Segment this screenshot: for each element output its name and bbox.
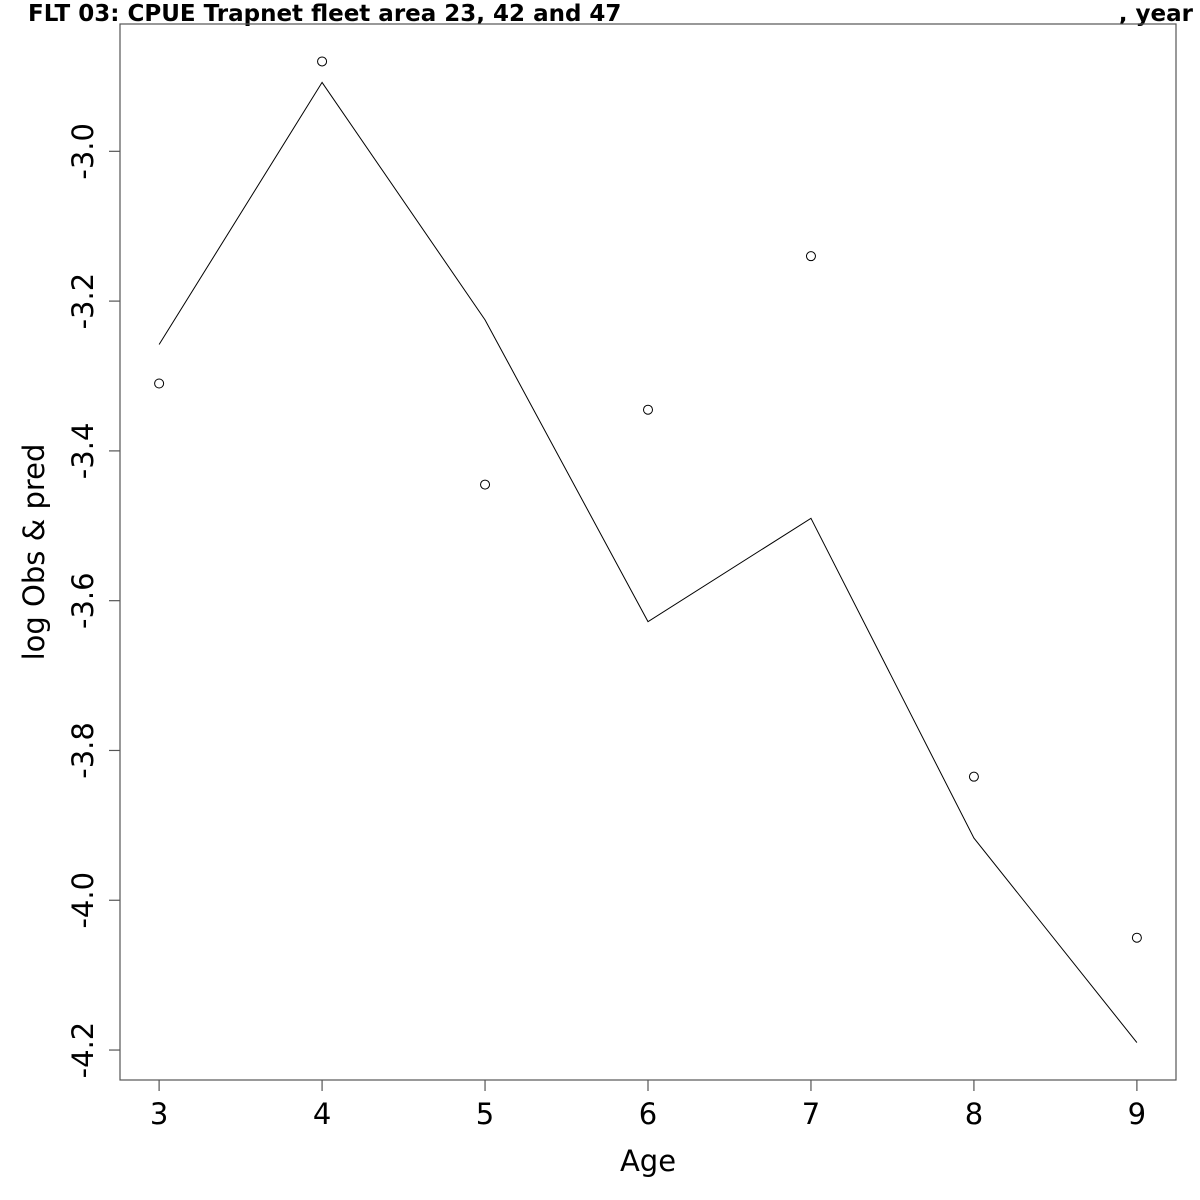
y-tick-label: -3.8	[66, 722, 100, 779]
x-tick-label: 7	[802, 1097, 820, 1131]
observed-point	[317, 56, 328, 67]
x-tick-label: 4	[313, 1097, 331, 1131]
x-tick-label: 3	[150, 1097, 168, 1131]
series-layer	[154, 56, 1142, 1043]
observed-point	[154, 378, 165, 389]
observed-point	[1131, 932, 1142, 943]
observed-point	[968, 771, 979, 782]
y-tick-label: -4.0	[66, 872, 100, 929]
observed-point	[480, 479, 491, 490]
y-tick-label: -3.4	[66, 423, 100, 480]
predicted-line	[158, 81, 1138, 1043]
x-axis-label: Age	[620, 1144, 676, 1178]
y-tick-label: -3.6	[66, 572, 100, 629]
x-tick-label: 5	[476, 1097, 494, 1131]
observed-point	[805, 251, 816, 262]
chart-title-suffix: , year	[1119, 1, 1194, 27]
y-tick-label: -3.2	[66, 273, 100, 330]
x-tick-label: 6	[639, 1097, 657, 1131]
y-tick-label: -4.2	[66, 1022, 100, 1079]
plot-frame	[119, 23, 1177, 1081]
y-axis: -3.0 -3.2 -3.4 -3.6 -3.8 -4.0 -4.2	[66, 123, 120, 1078]
chart-title: FLT 03: CPUE Trapnet fleet area 23, 42 a…	[28, 1, 621, 27]
y-tick-label: -3.0	[66, 123, 100, 180]
observed-point	[643, 404, 653, 415]
y-axis-label: log Obs & pred	[17, 444, 51, 661]
x-tick-label: 8	[965, 1097, 983, 1131]
x-axis: 3 4 5 6 7 8 9	[150, 1080, 1146, 1131]
x-tick-label: 9	[1128, 1097, 1146, 1131]
